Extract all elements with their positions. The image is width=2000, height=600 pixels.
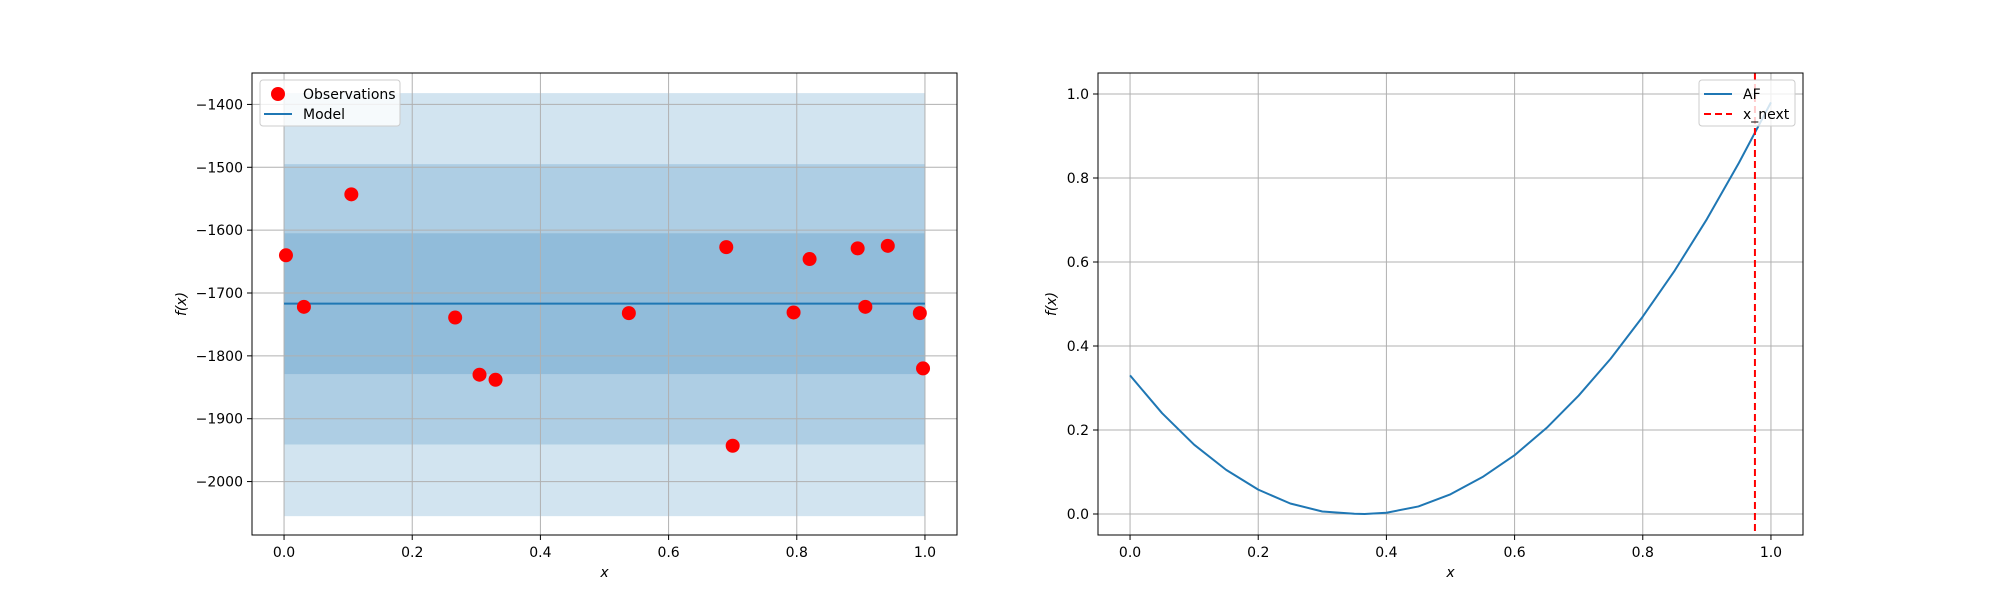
x-tick-label: 0.0	[273, 545, 295, 561]
y-tick-label: −2000	[196, 475, 243, 491]
af-curve	[1129, 101, 1772, 515]
left-y-axis-label: f(x)	[174, 292, 190, 316]
x-tick-label: 0.6	[1503, 545, 1525, 561]
legend-marker-observations	[271, 87, 285, 101]
y-tick-label: 0.6	[1067, 255, 1089, 271]
right-y-axis-label: f(x)	[1044, 292, 1060, 316]
x-tick-label: 0.2	[1247, 545, 1269, 561]
observation-point	[858, 299, 873, 314]
left-axes-frame	[251, 72, 958, 536]
left-x-ticks: 0.0 0.2 0.4 0.6 0.8 1.0	[273, 535, 936, 561]
x-tick-label: 0.8	[786, 545, 808, 561]
acquisition-function-lines	[1129, 73, 1772, 535]
observation-point	[786, 305, 801, 320]
observation-point	[344, 187, 359, 202]
legend-label-model: Model	[303, 107, 345, 123]
y-tick-label: −1700	[196, 286, 243, 302]
right-legend: AF x_next	[1698, 79, 1796, 127]
x-tick-label: 0.4	[529, 545, 551, 561]
observation-point	[621, 306, 636, 321]
left-legend: Observations Model	[259, 79, 401, 127]
right-plot-area	[1098, 73, 1803, 535]
observation-point	[725, 438, 740, 453]
right-x-axis-label: x	[1445, 565, 1455, 581]
left-y-ticks: −1400 −1500 −1600 −1700 −1800 −1900 −2000	[196, 97, 252, 491]
y-tick-label: −1500	[196, 160, 243, 176]
x-tick-label: 0.4	[1375, 545, 1397, 561]
x-tick-label: 0.0	[1119, 545, 1141, 561]
right-grid	[1098, 73, 1803, 535]
y-tick-label: −1800	[196, 349, 243, 365]
legend-label-x-next: x_next	[1743, 107, 1790, 123]
x-tick-label: 1.0	[1760, 545, 1782, 561]
observation-point	[719, 240, 734, 255]
y-tick-label: −1600	[196, 223, 243, 239]
observation-point	[448, 310, 463, 325]
y-tick-label: 0.8	[1067, 171, 1089, 187]
left-subplot: 0.0 0.2 0.4 0.6 0.8 1.0 −1400−1500−1600−1700−…	[174, 72, 958, 581]
observation-point	[278, 248, 293, 263]
legend-box	[259, 79, 401, 127]
observation-point	[296, 299, 311, 314]
x-tick-label: 0.8	[1632, 545, 1654, 561]
observation-point	[472, 367, 487, 382]
legend-label-af: AF	[1743, 87, 1761, 103]
observation-point	[488, 372, 503, 387]
legend-label-observations: Observations	[303, 87, 396, 103]
right-y-ticks: 0.0 0.2 0.4 0.6 0.8 1.0	[1067, 87, 1098, 523]
y-tick-label: 0.4	[1067, 339, 1089, 355]
observation-point	[850, 241, 865, 256]
x-tick-label: 1.0	[914, 545, 936, 561]
observation-point	[880, 238, 895, 253]
observation-points	[278, 187, 931, 453]
y-tick-label: 0.2	[1067, 423, 1089, 439]
x-tick-label: 0.6	[657, 545, 679, 561]
right-x-ticks: 0.0 0.2 0.4 0.6 0.8 1.0	[1119, 535, 1782, 561]
y-tick-label: 1.0	[1067, 87, 1089, 103]
observation-point	[916, 361, 931, 376]
x-tick-label: 0.2	[401, 545, 423, 561]
right-subplot: 0.0 0.2 0.4 0.6 0.8 1.0 0.00.20.40.60.81.0 x …	[1044, 72, 1804, 581]
left-x-axis-label: x	[599, 565, 609, 581]
y-tick-label: −1900	[196, 412, 243, 428]
observation-point	[912, 306, 927, 321]
right-axes-frame	[1097, 72, 1804, 536]
legend-box	[1698, 79, 1796, 127]
y-tick-label: 0.0	[1067, 507, 1089, 523]
y-tick-label: −1400	[196, 97, 243, 113]
observation-point	[802, 252, 817, 267]
